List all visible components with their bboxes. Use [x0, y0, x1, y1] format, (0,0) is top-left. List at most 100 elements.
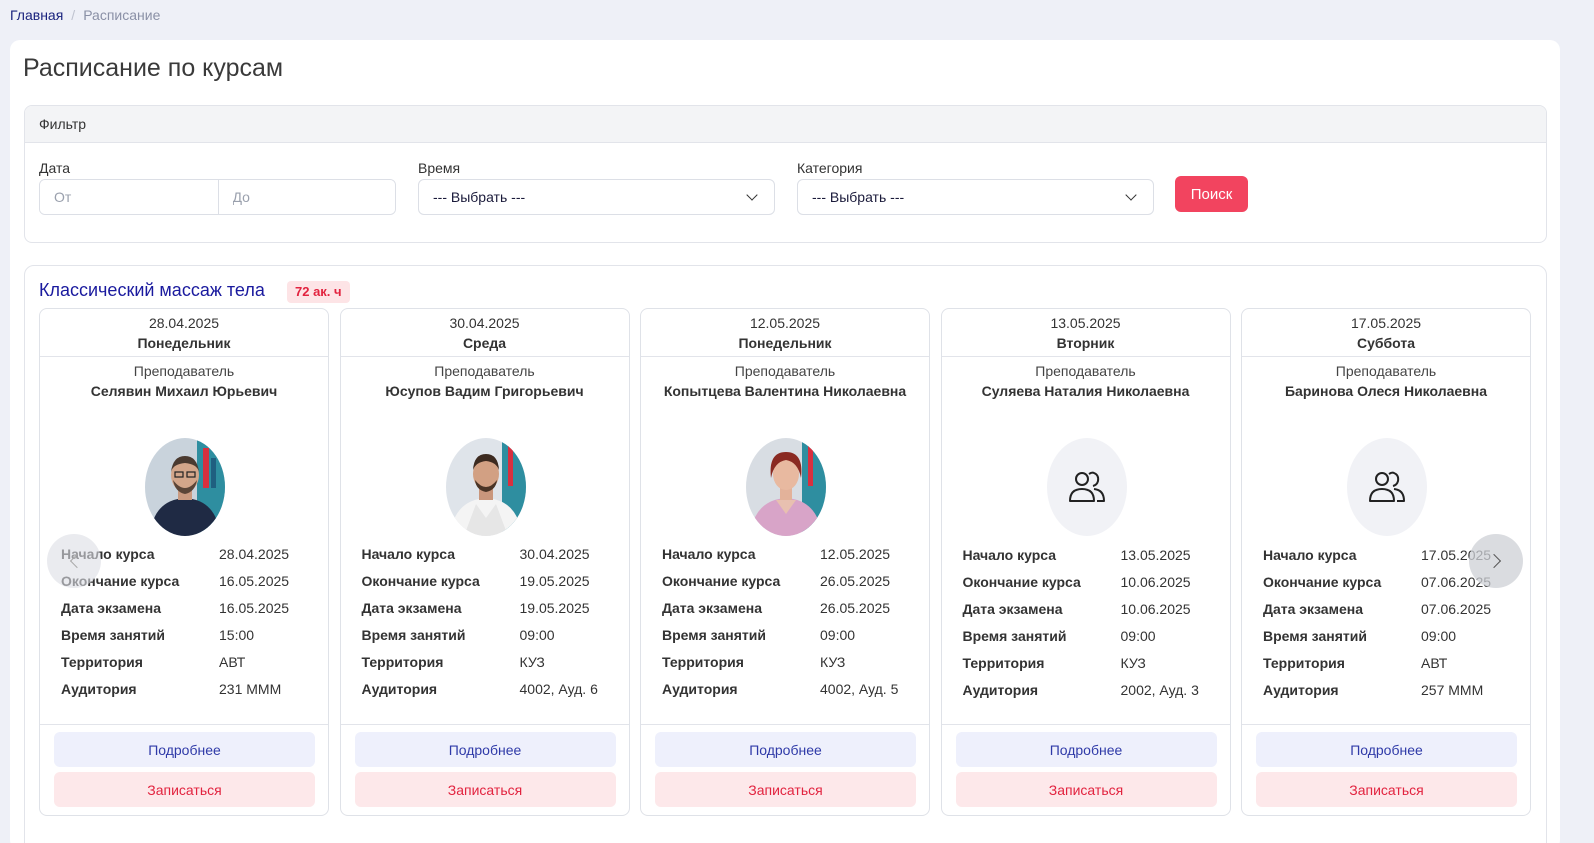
info-row-start-date: Начало курса 12.05.2025: [662, 546, 922, 573]
room-label: Аудитория: [1263, 682, 1339, 698]
class-time-value: 09:00: [519, 627, 555, 643]
class-time-value: 09:00: [820, 627, 856, 643]
info-row-end-date: Окончание курса 16.05.2025: [61, 573, 321, 600]
info-row-end-date: Окончание курса 26.05.2025: [662, 573, 922, 600]
info-row-room: Аудитория 4002, Ауд. 6: [362, 681, 622, 708]
start-date-label: Начало курса: [1263, 547, 1357, 563]
schedule-card: 30.04.2025 Среда Преподаватель Юсупов Ва…: [339, 308, 630, 816]
info-row-territory: Территория КУЗ: [662, 654, 922, 681]
info-row-territory: Территория КУЗ: [963, 655, 1223, 682]
class-time-label: Время занятий: [662, 627, 766, 643]
details-button[interactable]: Подробнее: [54, 732, 315, 767]
card-date: 28.04.2025: [148, 315, 220, 331]
chevron-right-icon: [1486, 553, 1501, 569]
teacher-avatar: [445, 438, 526, 536]
info-row-end-date: Окончание курса 07.06.2025: [1263, 574, 1523, 601]
carousel-next-button[interactable]: [1469, 534, 1523, 588]
search-button[interactable]: Поиск: [1175, 176, 1248, 212]
territory-label: Территория: [61, 654, 143, 670]
class-time-label: Время занятий: [962, 628, 1067, 644]
info-row-class-time: Время занятий 09:00: [963, 628, 1223, 655]
enroll-button[interactable]: Записаться: [1256, 772, 1517, 807]
exam-date-label: Дата экзамена: [361, 600, 462, 616]
chevron-down-icon: [746, 189, 758, 201]
teacher-label: Преподаватель: [1035, 363, 1136, 379]
time-select[interactable]: --- Выбрать ---: [418, 179, 775, 215]
end-date-label: Окончание курса: [361, 573, 480, 589]
breadcrumb-current: Расписание: [83, 7, 161, 23]
info-row-class-time: Время занятий 09:00: [662, 627, 922, 654]
details-button[interactable]: Подробнее: [655, 732, 916, 767]
info-row-start-date: Начало курса 13.05.2025: [963, 547, 1223, 574]
territory-label: Территория: [1263, 655, 1345, 671]
end-date-label: Окончание курса: [1263, 574, 1382, 590]
exam-date-value: 07.06.2025: [1421, 601, 1492, 617]
info-row-end-date: Окончание курса 19.05.2025: [362, 573, 622, 600]
card-weekday: Понедельник: [738, 335, 832, 351]
date-from-input[interactable]: [40, 180, 218, 214]
card-date: 13.05.2025: [1050, 315, 1121, 331]
course-block: Классический массаж тела 72 ак. ч 28.04.…: [24, 265, 1547, 843]
teacher-photo: [746, 438, 826, 536]
date-to-input[interactable]: [217, 180, 395, 214]
enroll-button[interactable]: Записаться: [655, 772, 916, 807]
filter-header: Фильтр: [25, 106, 1546, 143]
chevron-down-icon: [1125, 189, 1137, 201]
start-date-value: 28.04.2025: [219, 546, 290, 562]
card-divider: [340, 724, 629, 725]
enroll-button[interactable]: Записаться: [54, 772, 315, 807]
class-time-label: Время занятий: [361, 627, 466, 643]
schedule-card: 28.04.2025 Понедельник Преподаватель Сел…: [39, 308, 329, 816]
users-icon: [1068, 471, 1105, 502]
card-divider: [40, 356, 328, 357]
course-info: Начало курса 28.04.2025 Окончание курса 16.…: [61, 546, 321, 708]
info-row-end-date: Окончание курса 10.06.2025: [963, 574, 1223, 601]
start-date-value: 30.04.2025: [519, 546, 590, 562]
details-button[interactable]: Подробнее: [354, 732, 616, 767]
info-row-exam-date: Дата экзамена 19.05.2025: [362, 600, 622, 627]
exam-date-value: 26.05.2025: [820, 600, 891, 616]
exam-date-value: 10.06.2025: [1120, 601, 1191, 617]
card-divider: [40, 724, 328, 725]
end-date-value: 07.06.2025: [1421, 574, 1492, 590]
end-date-value: 26.05.2025: [820, 573, 891, 589]
territory-value: АВТ: [1421, 655, 1448, 671]
details-button[interactable]: Подробнее: [955, 732, 1217, 767]
teacher-avatar: [1046, 438, 1127, 536]
room-label: Аудитория: [962, 682, 1039, 698]
info-row-class-time: Время занятий 09:00: [1263, 628, 1523, 655]
end-date-label: Окончание курса: [962, 574, 1081, 590]
info-row-exam-date: Дата экзамена 07.06.2025: [1263, 601, 1523, 628]
territory-value: АВТ: [219, 654, 246, 670]
teacher-photo: [145, 438, 225, 536]
teacher-name: Суляева Наталия Николаевна: [981, 383, 1190, 399]
category-label: Категория: [797, 160, 863, 176]
enroll-button[interactable]: Записаться: [354, 772, 616, 807]
teacher-label: Преподаватель: [734, 363, 836, 379]
card-weekday: Вторник: [1056, 335, 1115, 351]
info-row-territory: Территория АВТ: [61, 654, 321, 681]
start-date-label: Начало курса: [662, 546, 756, 562]
info-row-class-time: Время занятий 09:00: [362, 627, 622, 654]
schedule-card: 13.05.2025 Вторник Преподаватель Суляева…: [940, 308, 1231, 816]
room-label: Аудитория: [662, 681, 738, 697]
details-button[interactable]: Подробнее: [1256, 732, 1517, 767]
course-info: Начало курса 12.05.2025 Окончание курса 26.…: [662, 546, 922, 708]
category-select[interactable]: --- Выбрать ---: [797, 179, 1154, 215]
exam-date-value: 16.05.2025: [219, 600, 290, 616]
exam-date-label: Дата экзамена: [662, 600, 762, 616]
course-title-link[interactable]: Классический массаж тела: [39, 280, 265, 300]
territory-label: Территория: [361, 654, 444, 670]
info-row-start-date: Начало курса 30.04.2025: [362, 546, 622, 573]
course-info: Начало курса 13.05.2025 Окончание курса 10.…: [963, 547, 1223, 709]
date-label: Дата: [39, 160, 71, 176]
carousel-prev-button[interactable]: [47, 534, 101, 588]
breadcrumb: Главная / Расписание: [10, 7, 160, 23]
teacher-label: Преподаватель: [1335, 363, 1437, 379]
card-divider: [941, 724, 1230, 725]
enroll-button[interactable]: Записаться: [955, 772, 1217, 807]
end-date-value: 10.06.2025: [1120, 574, 1191, 590]
course-info: Начало курса 30.04.2025 Окончание курса 19.…: [362, 546, 622, 708]
room-value: 231 МММ: [219, 681, 282, 697]
breadcrumb-home-link[interactable]: Главная: [10, 7, 64, 23]
